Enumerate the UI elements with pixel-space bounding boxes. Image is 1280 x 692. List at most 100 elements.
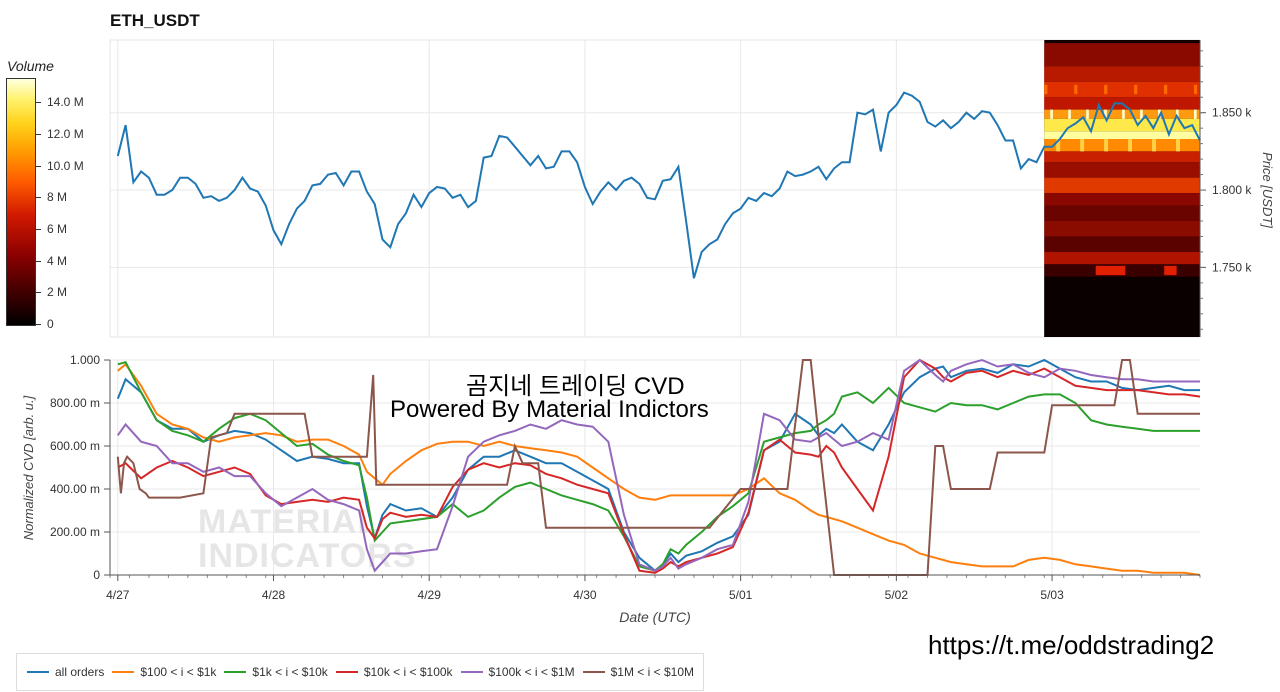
colorbar-tick-label: 14.0 M: [47, 95, 84, 110]
heatmap-cell: [1056, 139, 1061, 152]
heatmap-cell: [1086, 109, 1089, 119]
colorbar-tick-label: 6 M: [47, 221, 68, 236]
heatmap-cell: [1128, 139, 1133, 152]
legend-swatch: [335, 671, 358, 673]
x-tick-label: 4/28: [262, 588, 286, 602]
x-axis-label: Date (UTC): [619, 609, 691, 625]
heatmap-band: [1044, 131, 1200, 139]
heatmap-band: [1044, 66, 1200, 82]
colorbar-tick-mark: [36, 324, 41, 325]
heatmap-cell: [1176, 139, 1180, 152]
price-tick-label: 1.750 k: [1212, 260, 1252, 274]
heatmap-cell: [1194, 109, 1197, 119]
x-tick-label: 4/30: [573, 588, 597, 602]
heatmap-cell: [1104, 84, 1108, 95]
legend-swatch: [582, 671, 605, 673]
heatmap-band: [1044, 251, 1200, 265]
price-plot-area: [109, 39, 1201, 338]
x-tick-label: 4/27: [106, 588, 130, 602]
heatmap-cell: [1164, 265, 1177, 276]
colorbar-tick-mark: [36, 260, 41, 262]
heatmap-band: [1044, 43, 1200, 67]
legend-label: $100 < i < $1k: [140, 665, 217, 679]
cvd-line-3: [117, 358, 1201, 574]
heatmap-cell: [1176, 109, 1179, 119]
heatmap-cell: [1194, 84, 1198, 95]
legend-item[interactable]: all orders: [27, 665, 104, 679]
price-axis-label: Price [USDT]: [1260, 152, 1275, 228]
legend-swatch: [460, 671, 483, 673]
heatmap-cell: [1080, 139, 1085, 152]
x-tick-label: 5/03: [1040, 588, 1064, 602]
colorbar-title: Volume: [7, 58, 54, 74]
legend-label: $1k < i < $10k: [252, 665, 328, 679]
x-tick-label: 4/29: [418, 588, 442, 602]
heatmap-cell: [1050, 109, 1053, 119]
colorbar-tick-label: 0: [47, 317, 54, 331]
cvd-tick-label: 600.00 m: [50, 439, 100, 453]
heatmap-band: [1044, 118, 1200, 132]
legend-label: $100k < i < $1M: [488, 665, 575, 679]
heatmap-band: [1044, 177, 1200, 194]
heatmap-band: [1044, 276, 1200, 337]
heatmap-band: [1044, 220, 1200, 237]
heatmap-cell: [1074, 84, 1078, 95]
heatmap-band: [1044, 193, 1200, 206]
overlay-subtitle: Powered By Material Indictors: [390, 396, 709, 423]
cvd-line-5: [116, 359, 1200, 576]
heatmap-cell: [1095, 265, 1126, 276]
legend-swatch: [27, 671, 49, 673]
colorbar-tick-mark: [36, 133, 41, 135]
price-line: [116, 91, 1201, 279]
colorbar-tick-label: 8 M: [47, 190, 68, 205]
colorbar-tick-mark: [36, 165, 41, 167]
cvd-tick-label: 200.00 m: [50, 525, 100, 539]
colorbar-tick-label: 10.0 M: [47, 158, 84, 173]
colorbar-tick-label: 4 M: [47, 253, 68, 268]
watermark: MATERIAL INDICATORS: [198, 505, 416, 573]
cvd-line-4: [116, 358, 1200, 573]
x-tick-label: 5/02: [885, 588, 909, 602]
price-chart: 1.850 k 1.800 k 1.750 k Price [USDT]: [109, 39, 1275, 338]
legend-item[interactable]: $10k < i < $100k: [335, 665, 453, 679]
colorbar-tick-label: 12.0 M: [47, 126, 84, 141]
heatmap-cell: [1104, 109, 1107, 119]
price-axis: 1.850 k 1.800 k 1.750 k: [1199, 40, 1252, 337]
cvd-tick-label: 0: [93, 568, 100, 582]
heatmap-cell: [1164, 84, 1168, 95]
telegram-link[interactable]: https://t.me/oddstrading2: [928, 630, 1215, 660]
heatmap-cell: [1122, 109, 1125, 119]
x-tick-label: 5/01: [729, 588, 753, 602]
legend: all orders $100 < i < $1k $1k < i < $10k $1…: [16, 653, 704, 691]
heatmap-cell: [1152, 139, 1156, 152]
heatmap-cell: [1104, 139, 1109, 152]
volume-colorbar: [6, 78, 36, 326]
colorbar-tick-label: 2 M: [47, 285, 68, 300]
cvd-lines: [116, 358, 1201, 576]
legend-label: all orders: [55, 665, 105, 679]
cvd-tick-label: 400.00 m: [50, 482, 100, 496]
legend-swatch: [112, 671, 135, 673]
legend-label: $1M < i < $10M: [610, 665, 694, 679]
price-tick-label: 1.850 k: [1212, 106, 1252, 120]
legend-label: $10k < i < $100k: [363, 665, 453, 679]
cvd-tick-label: 1.000: [70, 353, 100, 367]
heatmap-cell: [1134, 84, 1138, 95]
price-lines: [116, 91, 1201, 279]
legend-item[interactable]: $1M < i < $10M: [582, 665, 694, 679]
legend-swatch: [224, 671, 247, 673]
legend-item[interactable]: $100k < i < $1M: [460, 665, 575, 679]
cvd-tick-label: 800.00 m: [50, 396, 100, 410]
colorbar-tick-mark: [36, 102, 41, 104]
cvd-axis: 4/27 4/28 4/29 4/30 5/01 5/02 5/03 1.000 800.00 …: [50, 353, 1201, 602]
overlay-title: 곰지네 트레이딩 CVD: [466, 373, 685, 400]
heatmap-band: [1044, 81, 1200, 98]
chart-title: ETH_USDT: [110, 11, 200, 30]
legend-item[interactable]: $100 < i < $1k: [112, 665, 216, 679]
colorbar-tick-mark: [36, 292, 41, 294]
cvd-chart: 4/27 4/28 4/29 4/30 5/01 5/02 5/03 1.000 800.00 …: [21, 353, 1201, 625]
heatmap-band: [1044, 162, 1200, 178]
colorbar-tick-mark: [36, 197, 41, 199]
heatmap-cell: [1044, 84, 1048, 95]
legend-item[interactable]: $1k < i < $10k: [224, 665, 328, 679]
